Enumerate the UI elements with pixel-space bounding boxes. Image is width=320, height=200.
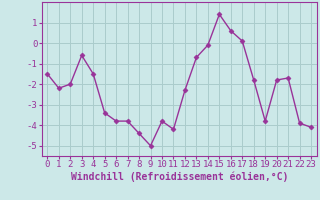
X-axis label: Windchill (Refroidissement éolien,°C): Windchill (Refroidissement éolien,°C) bbox=[70, 172, 288, 182]
